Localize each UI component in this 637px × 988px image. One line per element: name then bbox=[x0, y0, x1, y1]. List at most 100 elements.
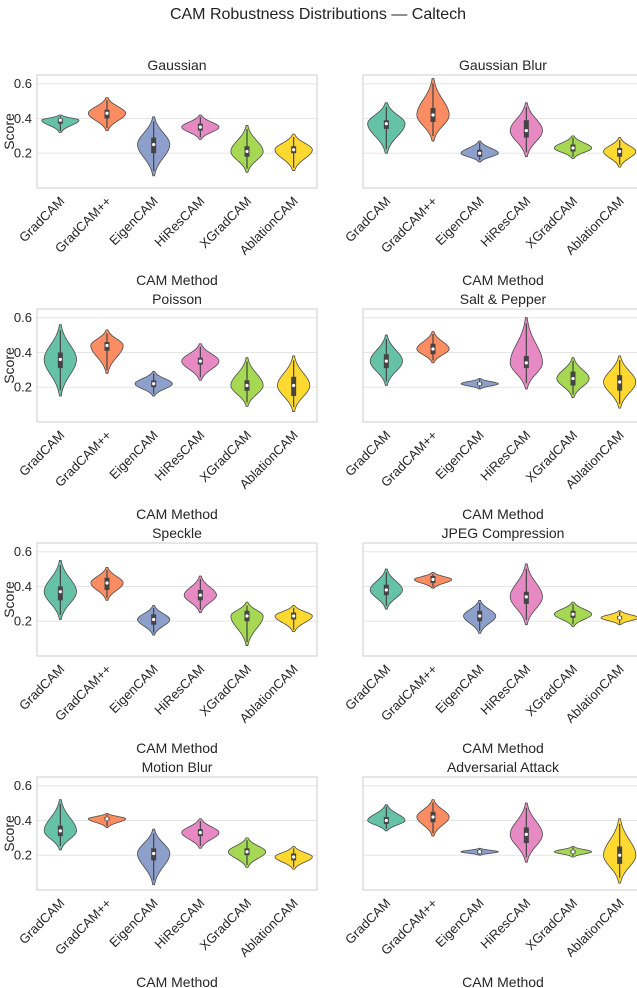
y-axis-label: Score bbox=[1, 347, 17, 384]
y-tick-label: 0.6 bbox=[14, 778, 32, 793]
panel-title: Gaussian Blur bbox=[459, 57, 547, 73]
median-gradcam++ bbox=[105, 581, 109, 585]
median-eigencam bbox=[478, 151, 482, 155]
figure-title: CAM Robustness Distributions — Caltech bbox=[170, 6, 466, 23]
y-tick-label: 0.2 bbox=[14, 614, 32, 629]
median-gradcam bbox=[384, 122, 388, 126]
plot-frame bbox=[362, 308, 637, 423]
median-gradcam++ bbox=[105, 343, 109, 348]
median-eigencam bbox=[478, 382, 482, 386]
x-axis-label: CAM Method bbox=[462, 974, 544, 988]
x-axis-label: CAM Method bbox=[462, 272, 544, 288]
median-hirescam bbox=[524, 595, 528, 599]
y-tick-label: 0.4 bbox=[14, 111, 32, 126]
median-gradcam bbox=[58, 829, 62, 833]
median-ablationcam bbox=[618, 853, 622, 857]
y-tick-label: 0.6 bbox=[14, 76, 32, 91]
panel-title: Adversarial Attack bbox=[447, 759, 560, 775]
plot-area bbox=[363, 75, 637, 188]
iqr-box-hirescam bbox=[523, 120, 529, 138]
median-ablationcam bbox=[292, 383, 296, 388]
median-xgradcam bbox=[571, 612, 575, 616]
y-tick-label: 0.4 bbox=[14, 579, 32, 594]
x-axis-label: CAM Method bbox=[462, 740, 544, 756]
median-hirescam bbox=[198, 831, 202, 835]
y-axis-label: Score bbox=[1, 815, 17, 852]
median-xgradcam bbox=[245, 850, 249, 854]
median-eigencam bbox=[152, 617, 156, 622]
plot-frame bbox=[362, 542, 637, 657]
median-hirescam bbox=[198, 593, 202, 597]
median-eigencam bbox=[478, 614, 482, 618]
median-xgradcam bbox=[245, 149, 249, 154]
median-hirescam bbox=[524, 361, 528, 365]
median-ablationcam bbox=[618, 616, 622, 620]
panel-title: JPEG Compression bbox=[442, 525, 565, 541]
median-gradcam++ bbox=[105, 111, 109, 115]
median-ablationcam bbox=[292, 614, 296, 618]
plot-area bbox=[363, 543, 637, 656]
median-gradcam++ bbox=[105, 817, 109, 821]
panel-title: Speckle bbox=[152, 525, 202, 541]
x-axis-label: CAM Method bbox=[136, 974, 218, 988]
plot-area bbox=[363, 309, 637, 422]
median-gradcam bbox=[384, 588, 388, 592]
x-axis-label: CAM Method bbox=[462, 506, 544, 522]
y-tick-label: 0.6 bbox=[14, 310, 32, 325]
x-axis-label: CAM Method bbox=[136, 740, 218, 756]
y-tick-label: 0.2 bbox=[14, 848, 32, 863]
y-tick-label: 0.4 bbox=[14, 345, 32, 360]
median-gradcam bbox=[384, 818, 388, 823]
plot-area bbox=[37, 75, 317, 188]
panel-title: Motion Blur bbox=[142, 759, 213, 775]
median-eigencam bbox=[152, 382, 156, 386]
median-hirescam bbox=[198, 359, 202, 363]
plot-area bbox=[37, 777, 317, 890]
median-gradcam bbox=[384, 359, 388, 363]
median-ablationcam bbox=[292, 148, 296, 152]
median-gradcam bbox=[58, 357, 62, 362]
plot-frame bbox=[362, 74, 637, 189]
median-ablationcam bbox=[618, 380, 622, 384]
panel-title: Salt & Pepper bbox=[460, 291, 547, 307]
y-axis-label: Score bbox=[1, 113, 17, 150]
median-xgradcam bbox=[245, 383, 249, 388]
plot-frame bbox=[362, 776, 637, 891]
plot-frame bbox=[36, 308, 318, 423]
median-gradcam bbox=[58, 590, 62, 594]
median-eigencam bbox=[478, 850, 482, 854]
plot-frame bbox=[36, 542, 318, 657]
plot-frame bbox=[36, 776, 318, 891]
plot-area bbox=[363, 777, 637, 890]
median-hirescam bbox=[198, 125, 202, 129]
plot-area bbox=[37, 309, 317, 422]
median-gradcam bbox=[58, 118, 62, 122]
median-xgradcam bbox=[571, 376, 575, 381]
median-hirescam bbox=[524, 832, 528, 836]
iqr-box-gradcam bbox=[57, 586, 63, 601]
panel-title: Gaussian bbox=[147, 57, 206, 73]
median-gradcam++ bbox=[431, 815, 435, 819]
median-ablationcam bbox=[292, 855, 296, 859]
median-xgradcam bbox=[571, 850, 575, 854]
panel-title: Poisson bbox=[152, 291, 202, 307]
y-tick-label: 0.4 bbox=[14, 813, 32, 828]
median-xgradcam bbox=[245, 614, 249, 618]
y-axis-label: Score bbox=[1, 581, 17, 618]
median-eigencam bbox=[152, 851, 156, 856]
median-hirescam bbox=[524, 129, 528, 133]
median-gradcam++ bbox=[431, 113, 435, 117]
x-axis-label: CAM Method bbox=[136, 272, 218, 288]
y-tick-label: 0.2 bbox=[14, 380, 32, 395]
median-xgradcam bbox=[571, 146, 575, 150]
median-gradcam++ bbox=[431, 347, 435, 351]
plot-area bbox=[37, 543, 317, 656]
median-gradcam++ bbox=[431, 577, 435, 582]
plot-frame bbox=[36, 74, 318, 189]
y-tick-label: 0.6 bbox=[14, 544, 32, 559]
median-eigencam bbox=[152, 142, 156, 147]
x-axis-label: CAM Method bbox=[136, 506, 218, 522]
y-tick-label: 0.2 bbox=[14, 146, 32, 161]
median-ablationcam bbox=[618, 149, 622, 154]
